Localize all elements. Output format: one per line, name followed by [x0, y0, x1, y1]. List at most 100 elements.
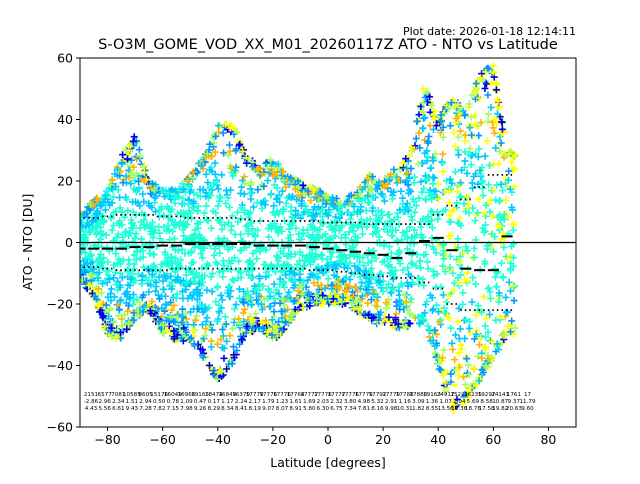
- scatter-point: [197, 160, 205, 168]
- scatter-point: [349, 242, 357, 250]
- scatter-point: [299, 229, 307, 237]
- scatter-point: [439, 371, 447, 379]
- scatter-point: [247, 274, 255, 282]
- scatter-point: [425, 333, 433, 341]
- scatter-point: [339, 294, 347, 302]
- scatter-point: [465, 324, 473, 332]
- scatter-point: [286, 267, 294, 275]
- scatter-point: [138, 235, 145, 243]
- scatter-point: [472, 311, 480, 319]
- scatter-point: [485, 110, 492, 118]
- scatter-point: [454, 101, 462, 108]
- scatter-point: [374, 215, 382, 223]
- scatter-point: [203, 150, 211, 158]
- scatter-point: [365, 278, 373, 286]
- scatter-point: [485, 240, 493, 248]
- stats-cell: 18474: [205, 392, 223, 398]
- scatter-point: [456, 194, 464, 201]
- scatter-point: [424, 213, 432, 221]
- scatter-point: [115, 305, 123, 313]
- scatter-point: [392, 226, 400, 234]
- scatter-point: [318, 265, 326, 272]
- scatter-point: [500, 216, 508, 223]
- scatter-point: [130, 296, 138, 304]
- scatter-point: [478, 354, 486, 362]
- scatter-point: [243, 322, 251, 330]
- scatter-point: [494, 222, 502, 230]
- scatter-point: [279, 168, 287, 176]
- scatter-point: [138, 242, 146, 250]
- scatter-point: [387, 249, 395, 257]
- scatter-point: [104, 293, 112, 301]
- scatter-point: [462, 208, 470, 215]
- stats-cell: 0.78: [167, 399, 180, 405]
- scatter-point: [313, 270, 321, 278]
- scatter-point: [168, 257, 176, 265]
- scatter-point: [193, 296, 201, 304]
- scatter-point: [129, 198, 137, 206]
- scatter-point: [451, 356, 459, 364]
- scatter-point: [385, 243, 393, 251]
- scatter-point: [240, 318, 248, 325]
- scatter-point: [223, 365, 231, 373]
- scatter-point: [137, 247, 145, 255]
- scatter-point: [215, 128, 223, 136]
- scatter-point: [497, 239, 505, 247]
- scatter-point: [427, 207, 435, 215]
- scatter-point: [185, 201, 193, 208]
- scatter-point: [409, 195, 417, 203]
- stats-cell: 15221: [450, 392, 468, 398]
- scatter-point: [403, 245, 411, 253]
- scatter-point: [351, 283, 359, 291]
- scatter-point: [504, 255, 512, 263]
- scatter-point: [444, 292, 452, 300]
- scatter-point: [454, 372, 462, 380]
- scatter-point: [268, 331, 276, 339]
- scatter-point: [312, 251, 320, 259]
- scatter-point: [331, 299, 339, 307]
- scatter-point: [404, 207, 412, 215]
- scatter-point: [375, 316, 383, 324]
- scatter-point: [304, 210, 312, 218]
- scatter-point: [419, 99, 427, 107]
- scatter-point: [428, 208, 436, 216]
- scatter-point: [378, 190, 386, 198]
- stats-cell: 5.80: [303, 406, 316, 412]
- scatter-point: [456, 325, 464, 333]
- scatter-point: [182, 271, 190, 279]
- scatter-point: [116, 194, 124, 201]
- scatter-point: [271, 326, 279, 334]
- scatter-point: [476, 166, 484, 174]
- scatter-point: [313, 233, 321, 241]
- scatter-point: [99, 314, 107, 322]
- scatter-point: [289, 277, 297, 285]
- scatter-point: [249, 250, 257, 257]
- scatter-point: [257, 300, 265, 308]
- scatter-point: [509, 226, 517, 234]
- scatter-point: [189, 271, 197, 279]
- scatter-point: [484, 91, 492, 99]
- stats-cell: 17779: [355, 392, 373, 398]
- scatter-point: [173, 276, 180, 284]
- scatter-point: [240, 173, 248, 181]
- scatter-point: [383, 284, 391, 292]
- scatter-point: [184, 321, 192, 328]
- scatter-point: [112, 334, 120, 342]
- stats-cell: 19163: [191, 392, 209, 398]
- scatter-point: [188, 294, 196, 302]
- scatter-point: [498, 118, 506, 126]
- scatter-point: [340, 263, 348, 271]
- stats-cell: 16379: [232, 392, 250, 398]
- scatter-point: [161, 272, 168, 280]
- scatter-point: [178, 245, 186, 253]
- scatter-point: [335, 210, 343, 218]
- stats-cell: 7.34: [344, 406, 357, 412]
- stats-cell: 16049: [164, 392, 182, 398]
- scatter-point: [275, 290, 283, 298]
- scatter-point: [492, 316, 500, 324]
- scatter-point: [353, 303, 361, 311]
- scatter-point: [450, 128, 458, 136]
- scatter-point: [259, 324, 267, 332]
- scatter-point: [481, 322, 489, 330]
